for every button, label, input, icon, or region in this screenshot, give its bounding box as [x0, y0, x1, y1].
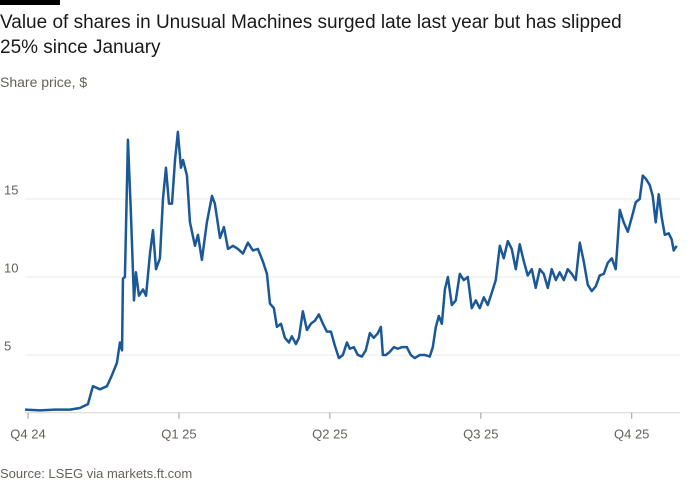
x-tick-label: Q4 25 — [614, 427, 649, 442]
brand-bar — [0, 0, 60, 5]
series-line — [24, 130, 678, 412]
source-note: Source: LSEG via markets.ft.com — [0, 466, 193, 481]
chart-title: Value of shares in Unusual Machines surg… — [0, 12, 622, 58]
x-tick-label: Q4 24 — [10, 427, 45, 442]
x-tick-label: Q2 25 — [312, 427, 347, 442]
x-tick-label: Q1 25 — [161, 427, 196, 442]
y-tick-label: 5 — [4, 338, 11, 353]
x-tick-label: Q3 25 — [463, 427, 498, 442]
y-tick-label: 15 — [4, 182, 18, 197]
y-tick-label: 10 — [4, 260, 18, 275]
chart-subtitle: Share price, $ — [0, 74, 88, 90]
